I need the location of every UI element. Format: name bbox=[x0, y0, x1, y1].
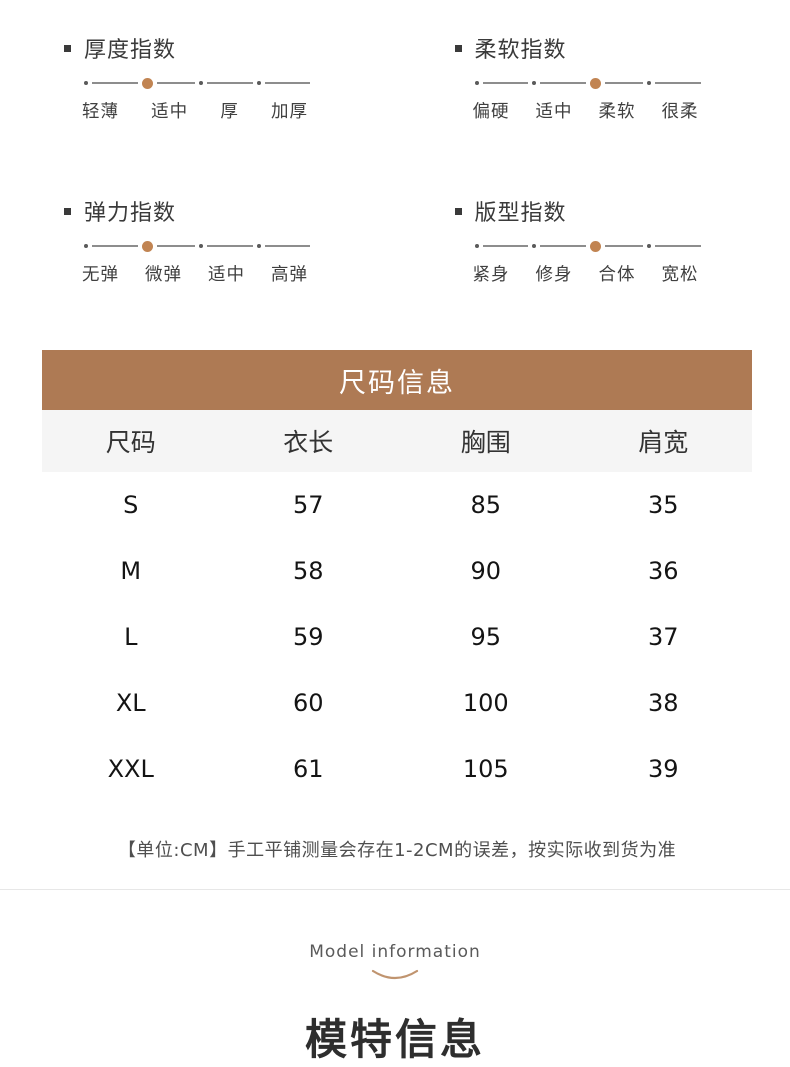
scale-label: 很柔 bbox=[661, 102, 699, 122]
length-cell: 59 bbox=[292, 623, 324, 651]
fit-index-module: 版型指数 紧身 修身 合体 宽松 bbox=[454, 195, 706, 286]
scale-label: 加厚 bbox=[270, 102, 308, 122]
size-cell: L bbox=[124, 623, 138, 651]
section-divider bbox=[0, 889, 790, 890]
fit-scale-labels: 紧身 修身 合体 宽松 bbox=[473, 261, 699, 286]
column-header-bust: 胸围 bbox=[460, 428, 511, 457]
thickness-index-module: 厚度指数 轻薄 适中 厚 加厚 bbox=[64, 32, 315, 123]
scale-dot bbox=[199, 81, 203, 85]
softness-scale bbox=[474, 77, 705, 89]
elasticity-index-module: 弹力指数 无弹 微弹 适中 高弹 bbox=[64, 195, 315, 286]
shoulder-cell: 35 bbox=[647, 491, 679, 519]
bust-cell: 85 bbox=[470, 491, 502, 519]
length-cell: 57 bbox=[292, 491, 324, 519]
table-row: XXL 61 105 39 bbox=[42, 736, 752, 802]
scale-label: 修身 bbox=[535, 265, 573, 285]
shoulder-cell: 36 bbox=[647, 557, 679, 585]
scale-label: 适中 bbox=[151, 102, 189, 122]
scale-label: 无弹 bbox=[82, 265, 119, 285]
scale-dot bbox=[199, 244, 203, 248]
table-row: L 59 95 37 bbox=[42, 604, 752, 670]
scale-label: 微弹 bbox=[145, 265, 182, 285]
thickness-index-title-row: 厚度指数 bbox=[64, 32, 315, 64]
fabric-index-section: 厚度指数 轻薄 适中 厚 加厚 柔软指数 偏硬 适中 柔软 bbox=[0, 0, 790, 286]
model-info-subtitle: Model information bbox=[309, 942, 481, 962]
length-cell: 60 bbox=[292, 689, 324, 717]
scale-dot bbox=[256, 81, 261, 85]
size-cell: M bbox=[120, 557, 142, 585]
size-table-banner: 尺码信息 bbox=[42, 350, 752, 410]
thickness-scale bbox=[84, 77, 314, 89]
table-row: XL 60 100 38 bbox=[42, 670, 752, 736]
bust-cell: 100 bbox=[462, 689, 509, 717]
model-info-title: 模特信息 bbox=[304, 1015, 485, 1064]
scale-dot bbox=[84, 244, 88, 248]
bust-cell: 95 bbox=[470, 623, 502, 651]
scale-dot bbox=[532, 244, 536, 248]
length-cell: 61 bbox=[292, 755, 324, 783]
size-cell: XXL bbox=[107, 755, 154, 783]
shoulder-cell: 37 bbox=[647, 623, 679, 651]
shoulder-cell: 39 bbox=[647, 755, 679, 783]
size-table-title: 尺码信息 bbox=[339, 367, 455, 399]
scale-dot bbox=[84, 81, 88, 85]
square-bullet-icon bbox=[454, 207, 462, 215]
scale-dot bbox=[141, 77, 153, 89]
scale-dot bbox=[141, 240, 153, 252]
fit-scale bbox=[474, 240, 705, 252]
square-bullet-icon bbox=[64, 207, 71, 215]
size-table: 尺码信息 尺码 衣长 胸围 肩宽 S 57 85 35 M 58 90 36 L… bbox=[42, 350, 752, 862]
scale-label: 高弹 bbox=[271, 265, 308, 285]
length-cell: 58 bbox=[292, 557, 324, 585]
scale-dot bbox=[474, 81, 479, 85]
bust-cell: 90 bbox=[470, 557, 502, 585]
size-table-header-row: 尺码 衣长 胸围 肩宽 bbox=[42, 410, 752, 472]
thickness-scale-labels: 轻薄 适中 厚 加厚 bbox=[82, 98, 308, 123]
index-title-label: 厚度指数 bbox=[84, 38, 177, 63]
elasticity-scale-labels: 无弹 微弹 适中 高弹 bbox=[82, 261, 308, 286]
square-bullet-icon bbox=[454, 44, 462, 52]
index-title-label: 柔软指数 bbox=[474, 38, 567, 63]
column-header-shoulder: 肩宽 bbox=[638, 428, 689, 457]
scale-dot bbox=[647, 244, 651, 248]
index-title-label: 版型指数 bbox=[474, 201, 567, 226]
softness-scale-labels: 偏硬 适中 柔软 很柔 bbox=[473, 98, 699, 123]
shoulder-cell: 38 bbox=[647, 689, 679, 717]
scale-dot bbox=[589, 77, 601, 89]
bust-cell: 105 bbox=[462, 755, 509, 783]
scale-dot bbox=[256, 244, 261, 248]
model-info-section: Model information 模特信息 bbox=[0, 942, 790, 1067]
smile-arc-icon bbox=[0, 968, 790, 988]
scale-label: 紧身 bbox=[472, 265, 510, 285]
size-cell: XL bbox=[115, 689, 146, 717]
column-header-length: 衣长 bbox=[283, 428, 334, 457]
scale-label: 柔软 bbox=[598, 102, 636, 122]
scale-label: 偏硬 bbox=[472, 102, 510, 122]
scale-dot bbox=[589, 240, 601, 252]
scale-label: 轻薄 bbox=[82, 102, 119, 122]
softness-index-title-row: 柔软指数 bbox=[454, 32, 706, 64]
elasticity-index-title-row: 弹力指数 bbox=[64, 195, 315, 227]
scale-label: 适中 bbox=[208, 265, 245, 285]
measurement-disclaimer: 【单位:CM】手工平铺测量会存在1-2CM的误差，按实际收到货为准 bbox=[117, 840, 677, 861]
table-row: M 58 90 36 bbox=[42, 538, 752, 604]
elasticity-scale bbox=[84, 240, 314, 252]
scale-label: 适中 bbox=[535, 102, 573, 122]
scale-label: 厚 bbox=[220, 102, 239, 122]
scale-dot bbox=[532, 81, 536, 85]
softness-index-module: 柔软指数 偏硬 适中 柔软 很柔 bbox=[454, 32, 706, 123]
index-title-label: 弹力指数 bbox=[84, 201, 177, 226]
table-row: S 57 85 35 bbox=[42, 472, 752, 538]
scale-label: 宽松 bbox=[661, 265, 699, 285]
fit-index-title-row: 版型指数 bbox=[454, 195, 706, 227]
column-header-size: 尺码 bbox=[105, 428, 156, 457]
square-bullet-icon bbox=[64, 44, 71, 52]
scale-label: 合体 bbox=[598, 265, 636, 285]
scale-dot bbox=[647, 81, 651, 85]
size-cell: S bbox=[123, 491, 139, 519]
scale-dot bbox=[474, 244, 479, 248]
